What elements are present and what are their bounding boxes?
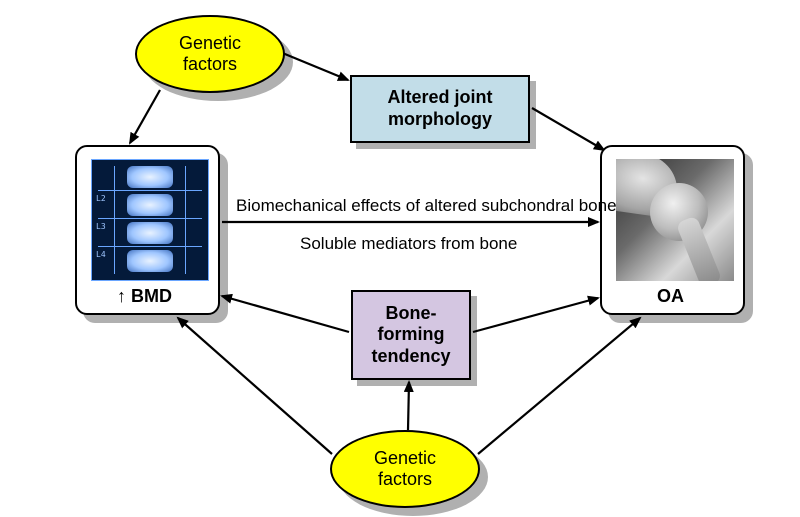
altered-joint-morphology: Altered jointmorphology: [350, 75, 530, 143]
altered-to-oa: [532, 108, 604, 150]
diagram-canvas: { "canvas": { "width": 800, "height": 51…: [0, 0, 800, 517]
genetic-bottom-to-oa: [478, 318, 640, 454]
oa-hip-image: [616, 159, 734, 281]
bmd-spine-image: L2 L3 L4: [91, 159, 209, 281]
soluble-mediators-label: Soluble mediators from bone: [300, 234, 517, 254]
bone-forming-tendency: Bone-formingtendency: [351, 290, 471, 380]
altered-joint-label: Altered jointmorphology: [387, 87, 492, 130]
genetic-bottom-to-bmd: [178, 318, 332, 454]
bone-to-oa: [473, 298, 598, 332]
bmd-label: ↑ BMD: [117, 286, 172, 307]
genetic-bottom-to-bone: [408, 382, 409, 430]
genetic-factors-bottom: Geneticfactors: [330, 430, 480, 508]
genetic-factors-bottom-label: Geneticfactors: [374, 448, 436, 489]
oa-label: OA: [657, 286, 684, 307]
bone-to-bmd: [222, 296, 349, 332]
biomechanical-effects-label: Biomechanical effects of altered subchon…: [236, 196, 617, 216]
bone-forming-label: Bone-formingtendency: [371, 303, 450, 368]
genetic-factors-top: Geneticfactors: [135, 15, 285, 93]
genetic-factors-top-label: Geneticfactors: [179, 33, 241, 74]
genetic-top-to-bmd: [130, 90, 160, 143]
